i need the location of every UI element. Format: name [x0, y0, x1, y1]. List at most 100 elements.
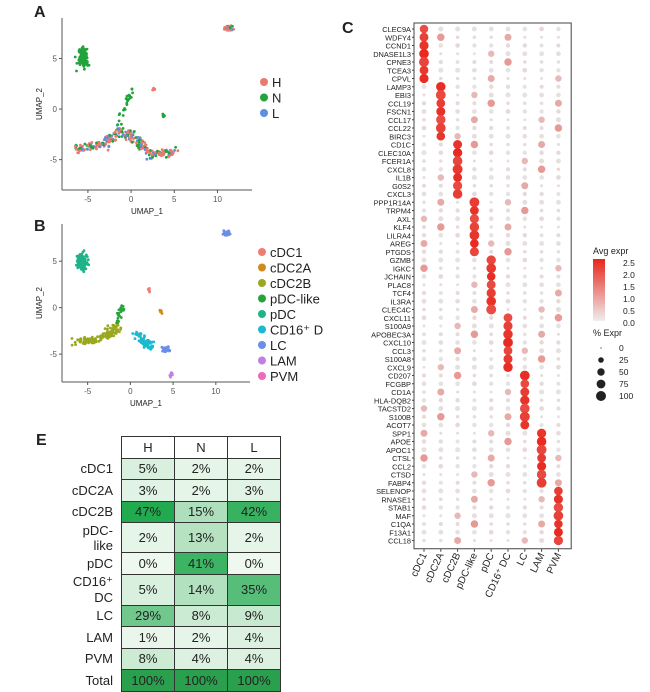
umap-y-label: UMAP_2 — [35, 286, 44, 319]
dot-plot-mark — [539, 274, 544, 279]
dot-plot-mark — [455, 464, 460, 469]
dot-plot-mark — [506, 77, 510, 80]
dot-plot-mark — [522, 84, 527, 89]
legend-label: cDC1 — [270, 245, 303, 260]
dot-plot-mark — [489, 464, 494, 469]
dot-plot-mark — [556, 68, 561, 73]
gene-label: PTGDS — [386, 248, 412, 257]
dot-plot-mark — [522, 488, 527, 494]
dot-plot-mark — [506, 308, 510, 311]
dot-plot-mark — [505, 488, 511, 494]
umap-point — [152, 340, 156, 344]
dot-plot-mark — [421, 298, 427, 304]
umap-point — [160, 148, 164, 152]
table-row: CD16⁺ DC 5% 14% 35% — [63, 573, 281, 606]
dot-plot-frame — [413, 22, 572, 550]
dot-plot-mark — [469, 247, 479, 257]
dot-plot-mark — [506, 522, 510, 526]
dot-plot-mark — [522, 175, 528, 180]
dot-plot-mark — [438, 183, 443, 188]
dot-plot-mark — [438, 59, 443, 65]
dot-plot-mark — [455, 67, 461, 73]
dot-plot-mark — [539, 299, 544, 304]
umap-point — [88, 148, 92, 152]
dot-plot-mark — [522, 513, 528, 519]
dot-plot-mark — [438, 167, 443, 172]
dot-plot-mark — [523, 101, 527, 106]
dot-plot-mark — [506, 142, 510, 147]
umap-y-tick-label: 0 — [53, 304, 58, 313]
table-cell: 4% — [227, 626, 281, 649]
gene-label: IGKC — [393, 264, 412, 273]
dot-plot-mark — [539, 60, 544, 64]
dot-plot-mark — [422, 159, 426, 163]
dot-plot-mark — [436, 106, 446, 117]
umap-point — [117, 135, 121, 139]
dot-plot-mark — [472, 60, 477, 64]
dot-plot-mark — [486, 304, 497, 315]
umap-point — [120, 122, 123, 126]
dot-plot-mark — [519, 403, 530, 414]
gene-label: LILRA4 — [386, 231, 411, 240]
dot-plot-mark — [471, 364, 477, 370]
dot-plot-mark — [522, 357, 527, 361]
umap-point — [145, 157, 149, 161]
expr-legend-title: Avg expr — [593, 246, 628, 256]
umap-point — [121, 126, 125, 130]
umap-point — [98, 145, 102, 149]
dot-plot-mark — [540, 35, 544, 39]
umap-point — [176, 149, 180, 153]
dot-plot-mark — [422, 142, 426, 147]
umap-x-tick-label: 0 — [128, 387, 133, 396]
table-cell: 8% — [121, 647, 175, 670]
dot-plot-mark — [472, 390, 476, 394]
dot-plot-mark — [437, 33, 445, 41]
dot-plot-mark — [421, 101, 427, 106]
dot-plot-mark — [489, 35, 493, 40]
umap-point — [107, 145, 111, 149]
dot-plot-mark — [555, 199, 561, 205]
dot-plot-mark — [472, 529, 477, 535]
legend-label: L — [272, 106, 279, 121]
dot-plot-mark — [537, 165, 546, 173]
dot-plot-mark — [455, 216, 461, 222]
dot-plot-mark — [539, 51, 545, 57]
gene-label: AXL — [397, 215, 411, 224]
umap-point — [81, 250, 85, 254]
dot-plot-mark — [422, 497, 426, 502]
umap-point — [109, 136, 113, 140]
umap-x-tick-label: 10 — [213, 195, 222, 204]
umap-point — [124, 138, 128, 142]
dot-plot-mark — [422, 332, 426, 337]
dot-plot-mark — [539, 191, 544, 197]
dot-plot-mark — [523, 332, 527, 337]
dot-plot-mark — [556, 26, 561, 32]
dot-plot-mark — [537, 355, 546, 363]
dot-plot-mark — [539, 158, 545, 164]
dot-plot-mark — [472, 43, 477, 48]
dot-plot-mark — [556, 357, 561, 361]
dot-plot-mark — [437, 198, 445, 206]
dot-plot-mark — [452, 189, 463, 199]
dot-plot-mark — [472, 125, 477, 131]
umap-point — [137, 138, 141, 142]
dot-plot-mark — [469, 222, 480, 232]
gene-label: FCER1A — [382, 157, 411, 166]
umap-point — [105, 331, 108, 335]
dot-plot-mark — [486, 263, 497, 274]
dot-plot-mark — [489, 191, 494, 197]
umap-point — [95, 147, 98, 151]
umap-point — [83, 264, 86, 268]
dot-plot-mark — [522, 274, 527, 279]
dot-plot-mark — [506, 497, 510, 501]
dot-plot-mark — [455, 414, 460, 419]
dot-plot-mark — [438, 405, 444, 412]
umap-point — [81, 147, 85, 151]
umap-point — [97, 141, 101, 145]
umap-point — [103, 137, 107, 141]
dot-plot-mark — [436, 115, 446, 125]
dot-plot-mark — [522, 257, 528, 263]
dot-plot-mark — [455, 257, 461, 263]
dot-plot-mark — [455, 356, 460, 362]
dot-plot-mark — [539, 240, 545, 247]
